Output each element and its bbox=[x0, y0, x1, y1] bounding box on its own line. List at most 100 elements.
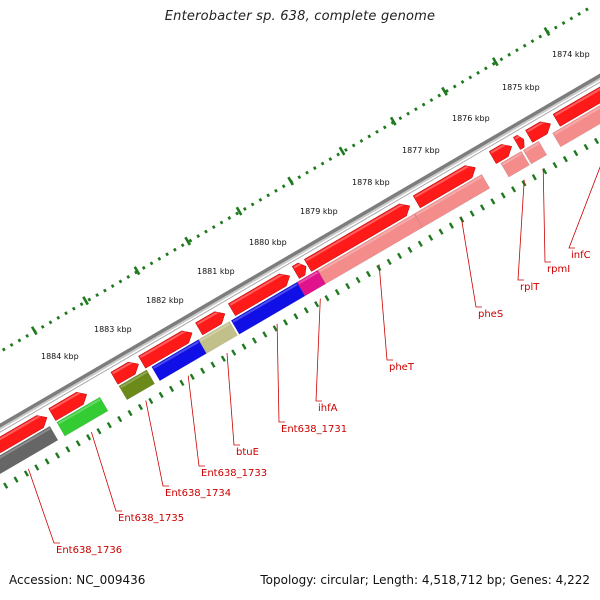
gene-ent638-1735 bbox=[56, 396, 109, 437]
minor-tick bbox=[561, 21, 566, 25]
kbp-tick-label: 1874 kbp bbox=[552, 50, 590, 59]
forward-gene-long-shade bbox=[305, 204, 405, 262]
minor-tick bbox=[110, 284, 115, 288]
backbone-highlight bbox=[0, 77, 600, 430]
major-tick bbox=[235, 206, 243, 216]
minor-tick bbox=[165, 252, 169, 257]
gene-ihfa-shade bbox=[298, 271, 319, 285]
minor-tick bbox=[421, 102, 426, 107]
minor-tick bbox=[398, 116, 403, 121]
gene-label-rpmi: rpmI bbox=[547, 264, 570, 275]
label-leader-line bbox=[28, 468, 60, 544]
major-tick bbox=[338, 146, 346, 156]
minor-tick bbox=[312, 166, 317, 171]
minor-tick bbox=[320, 161, 325, 166]
gene-features bbox=[0, 86, 600, 475]
gene-ent638-1734-shade bbox=[120, 371, 148, 389]
major-tick bbox=[389, 116, 397, 126]
inner-tick bbox=[283, 319, 289, 326]
minor-tick bbox=[87, 297, 92, 302]
forward-gene-shade bbox=[50, 392, 82, 411]
backbone-outer bbox=[0, 73, 600, 430]
forward-gene-shade bbox=[196, 312, 220, 325]
inner-tick bbox=[272, 325, 278, 332]
inner-tick bbox=[355, 276, 361, 284]
minor-tick bbox=[359, 138, 364, 143]
gene-label-ent638-1734: Ent638_1734 bbox=[165, 488, 231, 499]
kbp-tick-label: 1878 kbp bbox=[352, 178, 390, 187]
label-leader-line bbox=[91, 431, 122, 512]
inner-tick bbox=[386, 258, 392, 266]
forward-gene bbox=[110, 361, 139, 385]
forward-gene-far-left bbox=[0, 415, 48, 454]
minor-tick bbox=[188, 238, 193, 243]
kbp-tick-label: 1877 kbp bbox=[402, 146, 440, 155]
forward-gene-shade bbox=[229, 274, 285, 306]
minor-tick bbox=[483, 66, 488, 71]
minor-tick bbox=[219, 220, 224, 225]
gene-ent638-1734 bbox=[118, 369, 155, 401]
minor-tick bbox=[134, 270, 138, 275]
minor-tick bbox=[211, 225, 216, 230]
major-tick bbox=[287, 176, 295, 186]
minor-tick bbox=[64, 311, 68, 316]
minor-tick bbox=[235, 211, 239, 216]
inner-tick bbox=[23, 470, 29, 477]
inner-tick bbox=[438, 228, 444, 235]
inner-tick bbox=[407, 246, 413, 254]
inner-tick bbox=[303, 307, 309, 314]
inner-tick bbox=[117, 415, 123, 423]
minor-tick bbox=[297, 175, 302, 180]
forward-gene bbox=[488, 144, 513, 164]
forward-gene-shade bbox=[490, 145, 507, 154]
gene-label-ent638-1733: Ent638_1733 bbox=[201, 468, 267, 479]
inner-tick bbox=[593, 137, 600, 145]
inner-tick bbox=[137, 403, 143, 411]
minor-tick bbox=[336, 152, 341, 157]
genome-summary: Topology: circular; Length: 4,518,712 bp… bbox=[260, 573, 590, 587]
label-leader-line bbox=[378, 264, 393, 361]
inner-tick bbox=[479, 204, 486, 211]
minor-tick bbox=[577, 11, 582, 16]
gene-infc bbox=[552, 105, 600, 148]
minor-tick bbox=[281, 184, 286, 189]
major-tick bbox=[82, 296, 89, 306]
inner-tick bbox=[500, 192, 506, 199]
gene-rpmi-shade bbox=[524, 142, 540, 153]
minor-tick bbox=[141, 265, 146, 270]
inner-tick bbox=[314, 301, 320, 308]
minor-tick bbox=[468, 75, 473, 80]
gene-ent638-1736-shade bbox=[0, 427, 51, 459]
label-leader-line bbox=[226, 352, 240, 446]
minor-tick bbox=[250, 202, 255, 207]
inner-tick bbox=[231, 349, 237, 356]
minor-tick bbox=[242, 206, 247, 211]
gene-label-ent638-1736: Ent638_1736 bbox=[56, 545, 122, 556]
gene-infc-shade bbox=[553, 106, 600, 136]
kbp-tick-label: 1879 kbp bbox=[300, 207, 338, 216]
kbp-tick-label: 1875 kbp bbox=[502, 83, 540, 92]
minor-tick bbox=[437, 93, 442, 98]
genome-backbone bbox=[0, 73, 600, 433]
kbp-tick-label: 1881 kbp bbox=[197, 267, 235, 276]
forward-gene-shade bbox=[526, 122, 546, 133]
major-tick bbox=[543, 26, 551, 37]
inner-tick bbox=[251, 337, 258, 344]
forward-gene bbox=[195, 311, 226, 336]
gene-rplt bbox=[500, 150, 530, 178]
kbp-tick-label: 1883 kbp bbox=[94, 325, 132, 334]
inner-tick bbox=[86, 434, 92, 441]
gene-phes-shade bbox=[415, 175, 483, 216]
kbp-tick-label: 1884 kbp bbox=[41, 352, 79, 361]
inner-tick bbox=[168, 385, 175, 393]
minor-tick bbox=[258, 197, 263, 202]
gene-label-btue: btuE bbox=[236, 447, 259, 458]
gene-btue bbox=[198, 321, 238, 354]
accession-text: Accession: NC_009436 bbox=[9, 573, 146, 587]
minor-tick bbox=[390, 120, 395, 125]
minor-tick bbox=[328, 157, 333, 161]
inner-tick bbox=[210, 361, 216, 368]
inner-tick bbox=[189, 373, 195, 380]
inner-tick bbox=[34, 464, 40, 471]
